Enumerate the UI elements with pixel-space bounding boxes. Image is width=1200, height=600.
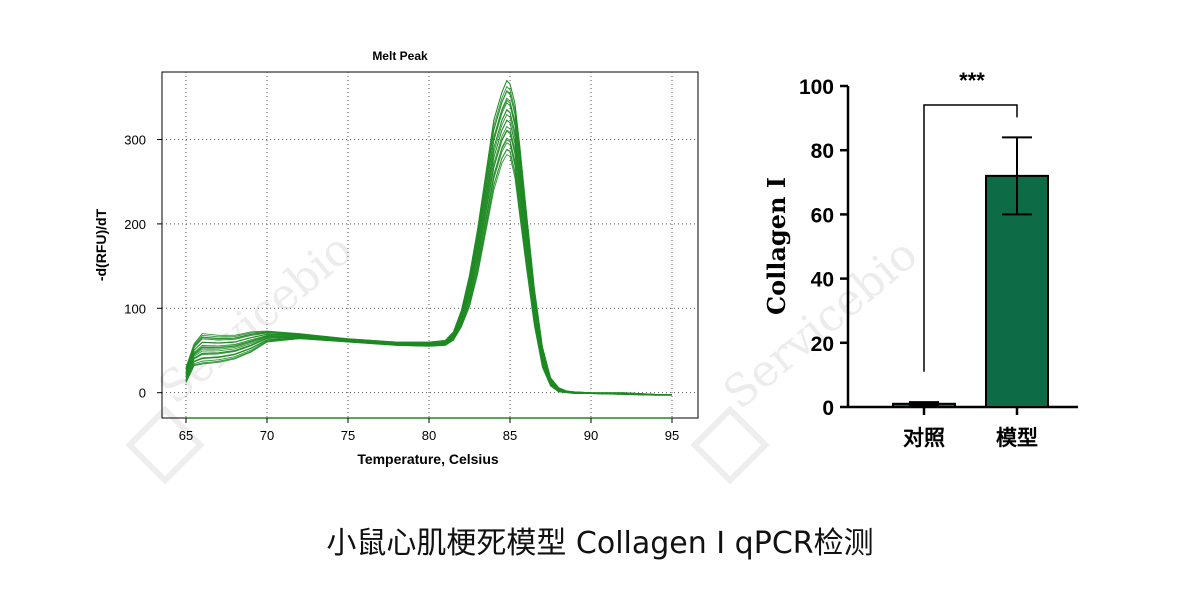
bar-y-tick-label: 60 [811, 204, 834, 227]
melt-x-tick-label: 65 [179, 428, 193, 443]
bar-category-label: 对照 [903, 426, 945, 450]
melt-x-tick-label: 80 [422, 428, 436, 443]
melt-grid [162, 72, 698, 418]
melt-y-tick-label: 100 [124, 301, 146, 316]
melt-chart-title: Melt Peak [372, 49, 428, 63]
watermark-logo [125, 405, 205, 485]
collagen-bar-chart: 0 20 40 60 80 100 对照 模型 Collagen I *** [762, 68, 1078, 450]
melt-curve [185, 97, 672, 396]
melt-axes: 65 70 75 80 85 90 95 0 100 200 300 [124, 133, 679, 443]
bar-y-axis-label: Collagen I [762, 177, 791, 315]
melt-y-tick-label: 200 [124, 217, 146, 232]
watermark-text: Servicebio [714, 229, 927, 419]
bar-y-tick-label: 100 [799, 76, 834, 99]
melt-x-tick-label: 95 [665, 428, 679, 443]
melt-curve [185, 79, 672, 395]
watermark-text: Servicebio [149, 224, 362, 414]
melt-y-axis-label: -d(RFU)/dT [93, 208, 109, 281]
bar-y-tick-label: 0 [822, 397, 834, 420]
melt-y-tick-label: 0 [139, 386, 146, 401]
melt-plot-frame [161, 71, 699, 419]
melt-curve [185, 154, 672, 396]
melt-y-tick-label: 300 [124, 133, 146, 148]
figure-caption: 小鼠心肌梗死模型 Collagen I qPCR检测 [326, 526, 874, 561]
melt-x-tick-label: 70 [260, 428, 274, 443]
melt-curve [185, 119, 672, 396]
melt-x-tick-label: 85 [503, 428, 517, 443]
significance-label: *** [959, 68, 985, 93]
bar-y-tick-label: 40 [811, 269, 834, 292]
melt-peak-chart: Melt Peak 65 70 75 80 85 90 95 0 100 200 300 Tempe… [93, 49, 699, 467]
melt-x-tick-label: 75 [341, 428, 355, 443]
melt-curve [185, 129, 672, 396]
bar-y-tick-label: 20 [811, 333, 834, 356]
bar-y-tick-label: 80 [811, 140, 834, 163]
watermark-logo [690, 405, 770, 485]
melt-curves [185, 79, 672, 419]
bar-axes: 0 20 40 60 80 100 [799, 76, 1078, 420]
melt-x-axis-label: Temperature, Celsius [357, 451, 499, 467]
bar-category-label: 模型 [996, 426, 1038, 450]
significance-bracket [923, 104, 1018, 372]
bar-marks: 对照 模型 [892, 104, 1049, 450]
melt-curve [185, 119, 672, 396]
melt-x-tick-label: 90 [584, 428, 598, 443]
melt-curve [185, 130, 672, 396]
